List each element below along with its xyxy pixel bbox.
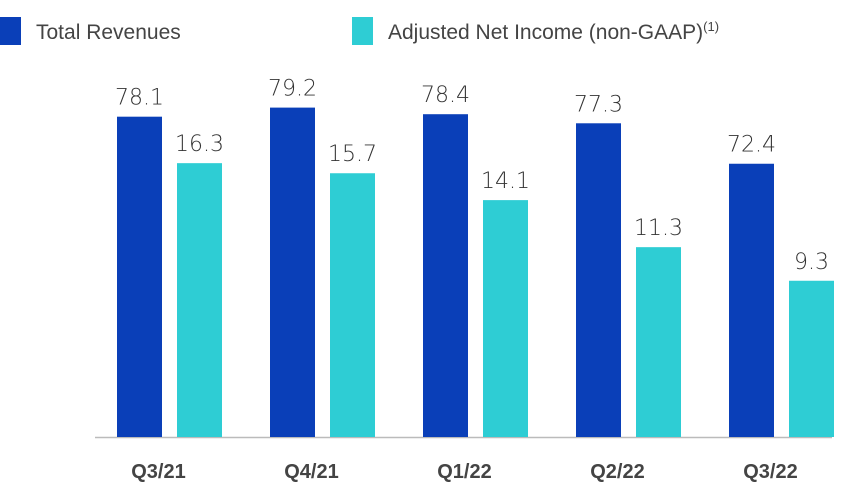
legend-swatch: [0, 17, 21, 45]
bar: [270, 107, 315, 437]
value-label: 16.3: [175, 132, 224, 157]
bar: [789, 280, 834, 437]
bar: [576, 123, 621, 438]
value-label: 78.1: [115, 86, 164, 111]
value-label: 72.4: [727, 133, 776, 158]
bar: [117, 116, 162, 438]
bar: [729, 163, 774, 438]
x-tick-label: Q1/22: [437, 461, 491, 483]
bar: [330, 173, 375, 438]
bar: [636, 247, 681, 437]
x-tick-label: Q2/22: [590, 461, 644, 483]
value-label: 14.1: [481, 169, 530, 194]
value-label: 15.7: [328, 142, 377, 167]
value-label: 9.3: [794, 250, 829, 275]
bar: [423, 114, 468, 437]
legend-superscript: (1): [703, 19, 719, 34]
legend-text: Adjusted Net Income (non-GAAP): [388, 21, 703, 44]
legend-swatch: [352, 17, 373, 45]
value-label: 79.2: [268, 77, 317, 102]
value-label: 77.3: [574, 92, 623, 117]
value-label: 78.4: [421, 83, 470, 108]
legend-text: Total Revenues: [36, 21, 181, 44]
legend-label: Adjusted Net Income (non-GAAP)(1): [388, 19, 719, 44]
x-tick-label: Q3/22: [743, 461, 797, 483]
legend-label: Total Revenues: [36, 21, 181, 44]
bar: [483, 200, 528, 437]
x-tick-label: Q4/21: [284, 461, 338, 483]
x-tick-label: Q3/21: [131, 461, 185, 483]
bar: [177, 163, 222, 437]
value-label: 11.3: [634, 216, 683, 241]
